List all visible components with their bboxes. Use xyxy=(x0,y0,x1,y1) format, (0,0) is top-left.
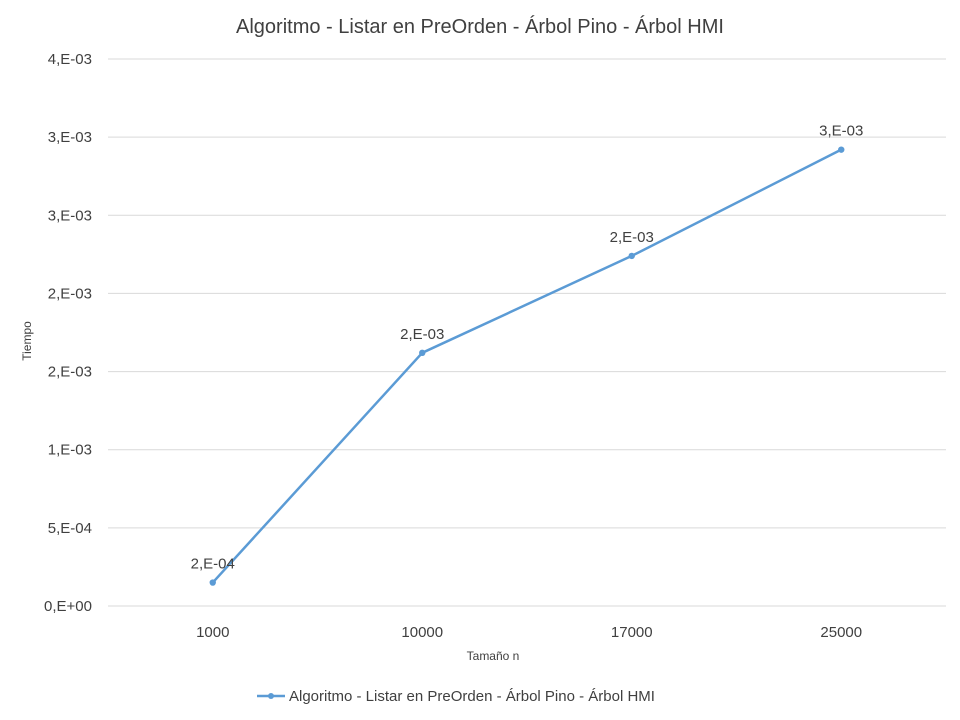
data-labels: 2,E-04 2,E-03 2,E-03 3,E-03 xyxy=(191,123,864,573)
x-tick-label: 10000 xyxy=(401,624,443,641)
x-tick-label: 17000 xyxy=(611,624,653,641)
y-tick-label: 3,E-03 xyxy=(48,129,92,146)
legend-point-marker xyxy=(268,693,274,699)
chart-title: Algoritmo - Listar en PreOrden - Árbol P… xyxy=(236,15,724,38)
data-label: 3,E-03 xyxy=(819,123,863,140)
data-point xyxy=(628,252,635,260)
data-label: 2,E-03 xyxy=(400,326,444,343)
x-tick-label: 1000 xyxy=(196,624,229,641)
y-tick-label: 2,E-03 xyxy=(48,285,92,302)
legend-entry-label: Algoritmo - Listar en PreOrden - Árbol P… xyxy=(289,688,655,705)
series-layer xyxy=(209,146,845,586)
y-tick-label: 3,E-03 xyxy=(48,207,92,224)
data-label: 2,E-03 xyxy=(610,229,654,246)
x-tick-label: 25000 xyxy=(820,624,862,641)
data-point xyxy=(838,146,845,153)
data-label: 2,E-04 xyxy=(191,556,235,573)
data-point xyxy=(419,349,426,357)
y-tick-label: 4,E-03 xyxy=(48,51,92,68)
data-point xyxy=(209,579,216,586)
x-axis-ticks: 1000 10000 17000 25000 xyxy=(196,624,862,641)
legend: Algoritmo - Listar en PreOrden - Árbol P… xyxy=(257,688,655,705)
x-axis-label: Tamaño n xyxy=(467,649,520,663)
series-line xyxy=(211,148,842,584)
y-axis-label: Tiempo xyxy=(20,321,34,361)
y-axis-ticks: 0,E+00 5,E-04 1,E-03 2,E-03 2,E-03 3,E-03 3,E-… xyxy=(44,51,92,615)
gridlines xyxy=(108,58,946,607)
y-tick-label: 2,E-03 xyxy=(48,364,92,381)
y-tick-label: 1,E-03 xyxy=(48,442,92,459)
y-tick-label: 5,E-04 xyxy=(48,520,92,537)
y-tick-label: 0,E+00 xyxy=(44,598,92,615)
